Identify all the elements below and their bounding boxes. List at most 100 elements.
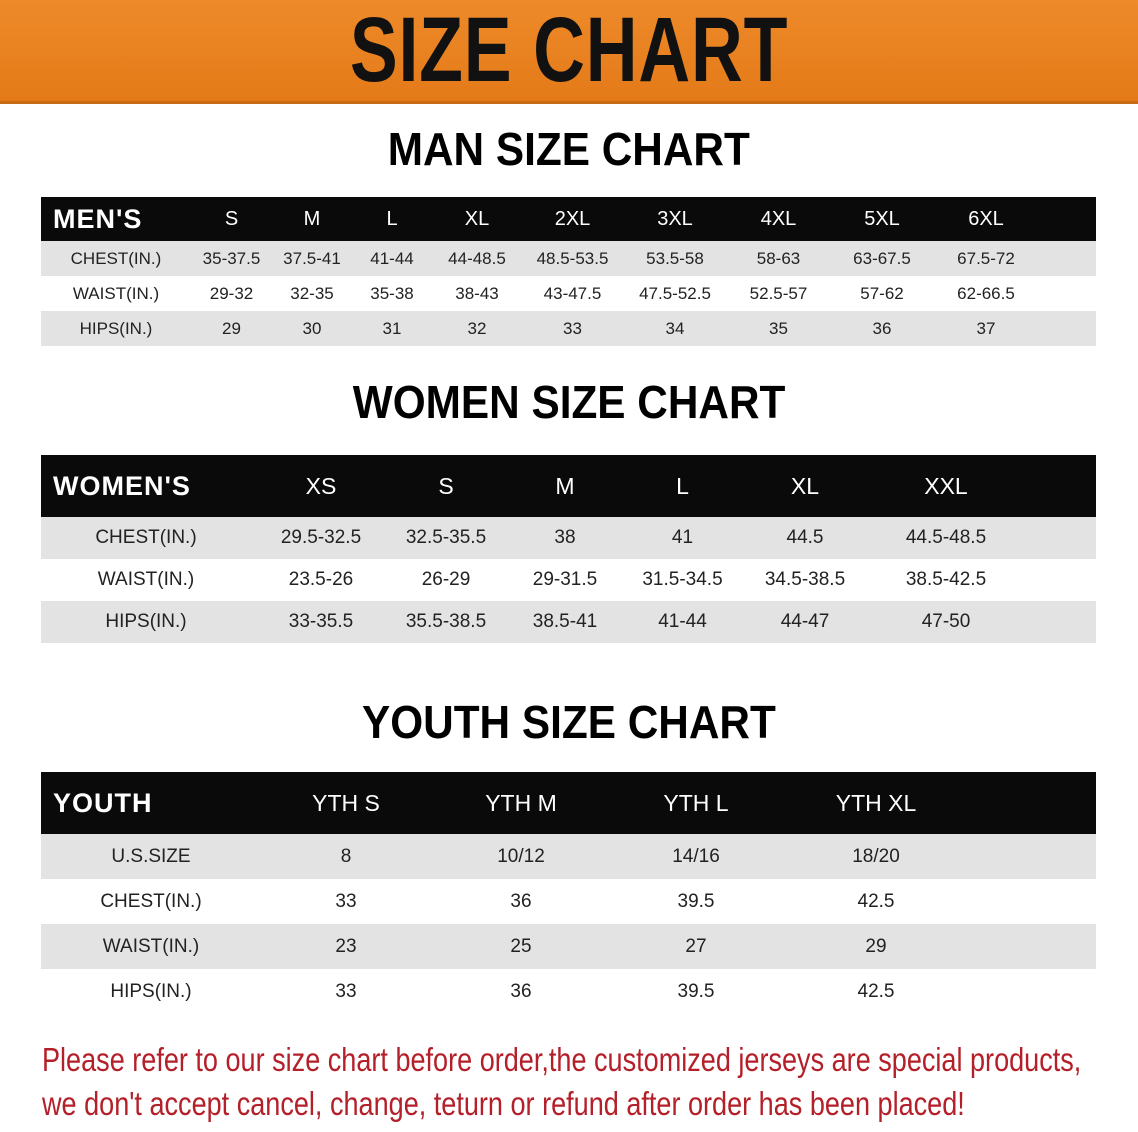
table-cell: 36 <box>510 890 532 912</box>
table-cell: 29 <box>222 318 241 338</box>
table-cell: 53.5-58 <box>646 248 704 268</box>
table-cell: 47-50 <box>921 611 971 632</box>
table-cell: 38 <box>554 527 576 548</box>
women-section-title: WOMEN SIZE CHART <box>352 376 786 428</box>
table-cell: 62-66.5 <box>957 283 1015 303</box>
table-cell: 39.5 <box>677 890 715 912</box>
table-cell: 31 <box>382 318 402 338</box>
size-header-cell: 6XL <box>968 207 1004 230</box>
table-cell: 33 <box>335 890 357 912</box>
table-cell: 57-62 <box>860 283 904 303</box>
size-header-cell: 3XL <box>657 207 693 230</box>
men-size-table: MEN'S S M L XL 2XL 3XL 4XL 5XL 6XL CHEST(IN.) 35-37… <box>41 197 1096 346</box>
table-row: HIPS(IN.) 29 30 31 32 33 34 35 36 37 <box>41 311 1096 346</box>
table-cell: 29.5-32.5 <box>280 527 362 548</box>
measurement-label: WAIST(IN.) <box>72 283 160 303</box>
measurement-label: CHEST(IN.) <box>95 527 197 548</box>
table-cell: 39.5 <box>677 980 715 1002</box>
table-cell: 41 <box>671 527 694 548</box>
table-cell: 27 <box>685 935 707 957</box>
table-cell: 37.5-41 <box>283 248 341 268</box>
table-cell: 31.5-34.5 <box>642 569 723 590</box>
table-cell: 36 <box>510 980 532 1002</box>
size-chart-banner: SIZE CHART <box>0 0 1138 104</box>
size-header-cell: S <box>224 207 239 230</box>
size-header-cell: XXL <box>924 472 968 499</box>
table-cell: 44.5 <box>786 527 824 548</box>
women-size-table: WOMEN'S XS S M L XL XXL CHEST(IN.) 29.5-32.5 32.5… <box>41 455 1096 643</box>
table-header-row: YOUTH YTH S YTH M YTH L YTH XL <box>41 772 1096 834</box>
table-cell: 26-29 <box>421 569 471 590</box>
table-cell: 32-35 <box>290 283 334 303</box>
size-header-cell: M <box>555 472 575 499</box>
measurement-label: HIPS(IN.) <box>110 980 192 1002</box>
men-section-title: MAN SIZE CHART <box>387 123 751 175</box>
table-cell: 41-44 <box>370 248 414 268</box>
table-cell: 38.5-42.5 <box>905 569 987 590</box>
size-header-cell: L <box>676 472 689 499</box>
size-header-cell: XS <box>305 472 337 499</box>
table-cell: 38-43 <box>455 283 499 303</box>
table-cell: 10/12 <box>497 845 545 867</box>
measurement-label: HIPS(IN.) <box>79 318 153 338</box>
table-cell: 33-35.5 <box>288 611 354 632</box>
measurement-label: WAIST(IN.) <box>97 569 195 590</box>
table-cell: 42.5 <box>857 980 895 1002</box>
size-header-cell: YTH S <box>312 789 380 816</box>
notice-line-1: Please refer to our size chart before or… <box>42 1041 1082 1078</box>
table-cell: 38.5-41 <box>532 611 598 632</box>
table-cell: 33 <box>335 980 357 1002</box>
table-cell: 52.5-57 <box>749 283 808 303</box>
table-cell: 35.5-38.5 <box>405 611 487 632</box>
size-header-cell: S <box>438 472 454 499</box>
table-cell: 35 <box>769 318 788 338</box>
table-cell: 8 <box>340 845 352 867</box>
table-cell: 36 <box>872 318 892 338</box>
table-cell: 30 <box>302 318 322 338</box>
measurement-label: HIPS(IN.) <box>105 611 187 632</box>
table-cell: 43-47.5 <box>543 283 602 303</box>
table-cell: 23 <box>335 935 357 957</box>
table-row: CHEST(IN.) 33 36 39.5 42.5 <box>41 879 1096 924</box>
table-cell: 32.5-35.5 <box>405 527 487 548</box>
table-cell: 25 <box>510 935 532 957</box>
table-cell: 44.5-48.5 <box>905 527 987 548</box>
size-header-cell: XL <box>464 207 490 230</box>
table-cell: 44-48.5 <box>448 248 506 268</box>
table-cell: 29-31.5 <box>532 569 598 590</box>
youth-size-table: YOUTH YTH S YTH M YTH L YTH XL U.S.SIZE 8 10/12… <box>41 772 1096 1014</box>
size-header-cell: 5XL <box>864 207 900 230</box>
table-header-row: WOMEN'S XS S M L XL XXL <box>41 455 1096 517</box>
table-cell: 44-47 <box>780 611 830 632</box>
table-cell: 35-38 <box>370 283 414 303</box>
size-header-cell: 2XL <box>554 207 591 230</box>
banner-title: SIZE CHART <box>349 0 789 101</box>
size-header-cell: YTH M <box>485 789 557 816</box>
table-cell: 29-32 <box>209 283 254 303</box>
measurement-label: U.S.SIZE <box>111 845 191 867</box>
size-header-cell: 4XL <box>760 207 797 230</box>
table-row: WAIST(IN.) 23.5-26 26-29 29-31.5 31.5-34.5 34… <box>41 559 1096 601</box>
table-header-row: MEN'S S M L XL 2XL 3XL 4XL 5XL 6XL <box>41 197 1096 241</box>
notice-line-2: we don't accept cancel, change, teturn o… <box>42 1085 965 1122</box>
table-row: HIPS(IN.) 33 36 39.5 42.5 <box>41 969 1096 1014</box>
table-row: HIPS(IN.) 33-35.5 35.5-38.5 38.5-41 41-44 44-… <box>41 601 1096 643</box>
size-header-cell: YTH XL <box>835 789 917 816</box>
table-cell: 34.5-38.5 <box>764 569 846 590</box>
table-cell: 14/16 <box>672 845 720 867</box>
size-header-cell: XL <box>790 472 820 499</box>
table-cell: 48.5-53.5 <box>536 248 609 268</box>
size-header-cell: M <box>303 207 321 230</box>
table-row: WAIST(IN.) 29-32 32-35 35-38 38-43 43-47.5 47.… <box>41 276 1096 311</box>
size-header-cell: L <box>386 207 398 230</box>
table-cell: 33 <box>563 318 582 338</box>
table-row: CHEST(IN.) 29.5-32.5 32.5-35.5 38 41 44.5 44.5… <box>41 517 1096 559</box>
table-title-cell: MEN'S <box>53 203 143 234</box>
table-row: WAIST(IN.) 23 25 27 29 <box>41 924 1096 969</box>
table-title-cell: YOUTH <box>53 787 153 818</box>
youth-section-title: YOUTH SIZE CHART <box>362 696 776 748</box>
measurement-label: CHEST(IN.) <box>70 248 162 268</box>
table-cell: 67.5-72 <box>957 248 1015 268</box>
table-row: U.S.SIZE 8 10/12 14/16 18/20 <box>41 834 1096 879</box>
table-cell: 42.5 <box>857 890 895 912</box>
